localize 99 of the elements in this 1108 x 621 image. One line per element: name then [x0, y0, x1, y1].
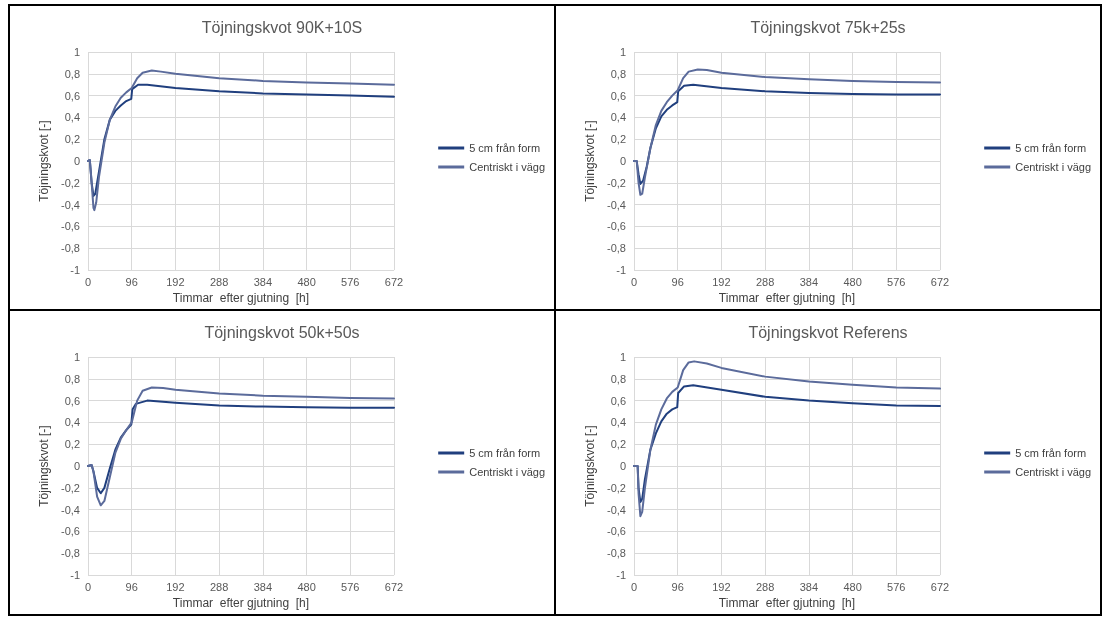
x-tick-label: 288 — [755, 580, 775, 593]
y-axis-title: Töjningskvot [-] — [37, 425, 52, 507]
y-tick-label: 0 — [619, 155, 626, 168]
y-tick-label: 0,6 — [610, 394, 626, 407]
y-axis-title: Töjningskvot [-] — [583, 425, 598, 507]
chart-title: Töjningskvot 90K+10S — [201, 18, 363, 36]
y-tick-label: 0,6 — [64, 394, 80, 407]
line-series — [87, 69, 395, 212]
y-tick-label: -0,2 — [61, 481, 80, 494]
x-axis-title: Timmar efter gjutning [h] — [172, 596, 310, 610]
y-tick-label: -0,8 — [61, 242, 80, 255]
y-tick-label: -0,6 — [61, 220, 80, 233]
x-tick-label: 672 — [384, 580, 404, 593]
y-tick-label: 0,4 — [64, 111, 80, 124]
y-tick-label: -0,4 — [607, 503, 626, 516]
x-tick-label: 384 — [253, 580, 273, 593]
y-tick-label: 0,4 — [64, 416, 80, 429]
y-tick-label: 0 — [73, 155, 80, 168]
chart-title: Töjningskvot 50k+50s — [204, 323, 360, 341]
legend-label: 5 cm från form — [469, 447, 541, 459]
y-tick-label: 0,6 — [64, 89, 80, 102]
y-tick-label: -0,4 — [607, 198, 626, 211]
y-tick-label: -0,6 — [607, 525, 626, 538]
y-tick-label: -0,4 — [61, 198, 80, 211]
x-tick-label: 480 — [297, 275, 316, 288]
x-tick-label: 96 — [125, 275, 138, 288]
x-tick-label: 96 — [671, 580, 684, 593]
y-tick-label: -0,6 — [607, 220, 626, 233]
chart-title: Töjningskvot 75k+25s — [750, 18, 906, 36]
legend-label: Centriskt i vägg — [1015, 161, 1091, 173]
line-series — [87, 386, 395, 507]
x-tick-label: 288 — [209, 275, 229, 288]
x-tick-label: 576 — [887, 580, 906, 593]
x-tick-label: 192 — [712, 275, 731, 288]
legend-label: Centriskt i vägg — [469, 466, 545, 478]
chart-title: Töjningskvot Referens — [748, 323, 908, 341]
x-tick-label: 384 — [799, 580, 819, 593]
y-tick-label: -0,4 — [61, 503, 80, 516]
x-tick-label: 96 — [671, 275, 684, 288]
x-tick-label: 672 — [930, 580, 950, 593]
y-tick-label: 0,6 — [610, 89, 626, 102]
x-tick-label: 0 — [84, 275, 92, 288]
x-tick-label: 672 — [930, 275, 950, 288]
y-tick-label: -0,8 — [61, 547, 80, 560]
legend-label: 5 cm från form — [1015, 447, 1087, 459]
x-tick-label: 192 — [166, 580, 185, 593]
y-tick-label: 0,8 — [64, 372, 80, 385]
x-tick-label: 672 — [384, 275, 404, 288]
x-axis-title: Timmar efter gjutning [h] — [718, 291, 856, 305]
y-tick-label: 1 — [619, 351, 626, 363]
x-tick-label: 384 — [799, 275, 819, 288]
y-tick-label: 0,2 — [610, 133, 626, 146]
y-tick-label: 0,8 — [610, 372, 626, 385]
y-tick-label: -0,2 — [607, 481, 626, 494]
y-tick-label: 0,8 — [610, 67, 626, 80]
x-tick-label: 0 — [630, 275, 638, 288]
y-tick-label: 0,2 — [64, 133, 80, 146]
y-tick-label: -1 — [70, 569, 80, 582]
y-tick-label: 1 — [619, 46, 626, 58]
y-axis-title: Töjningskvot [-] — [583, 120, 598, 202]
legend-label: Centriskt i vägg — [469, 161, 545, 173]
y-tick-label: -1 — [616, 264, 626, 277]
x-tick-label: 192 — [166, 275, 185, 288]
y-tick-label: -1 — [70, 264, 80, 277]
x-tick-label: 192 — [712, 580, 731, 593]
y-tick-label: -0,2 — [607, 176, 626, 189]
y-tick-label: -0,6 — [61, 525, 80, 538]
x-tick-label: 576 — [887, 275, 906, 288]
legend-label: 5 cm från form — [1015, 142, 1087, 154]
x-tick-label: 480 — [843, 580, 862, 593]
y-tick-label: 0,8 — [64, 67, 80, 80]
x-tick-label: 384 — [253, 275, 273, 288]
y-tick-label: -0,2 — [61, 176, 80, 189]
legend-label: 5 cm från form — [469, 142, 541, 154]
x-tick-label: 288 — [209, 580, 229, 593]
line-series — [633, 68, 941, 196]
y-tick-label: 0 — [73, 460, 80, 473]
x-axis-title: Timmar efter gjutning [h] — [718, 596, 856, 610]
y-tick-label: 1 — [73, 46, 80, 58]
y-tick-label: 0,4 — [610, 111, 626, 124]
x-tick-label: 480 — [297, 580, 316, 593]
y-tick-label: 0,2 — [610, 438, 626, 451]
x-tick-label: 0 — [630, 580, 638, 593]
x-tick-label: 96 — [125, 580, 138, 593]
y-tick-label: 0,4 — [610, 416, 626, 429]
x-axis-title: Timmar efter gjutning [h] — [172, 291, 310, 305]
y-tick-label: 0,2 — [64, 438, 80, 451]
x-tick-label: 576 — [341, 580, 360, 593]
x-tick-label: 480 — [843, 275, 862, 288]
x-tick-label: 288 — [755, 275, 775, 288]
y-tick-label: 0 — [619, 460, 626, 473]
legend-label: Centriskt i vägg — [1015, 466, 1091, 478]
y-tick-label: 1 — [73, 351, 80, 363]
y-tick-label: -0,8 — [607, 242, 626, 255]
x-tick-label: 0 — [84, 580, 92, 593]
y-tick-label: -0,8 — [607, 547, 626, 560]
y-tick-label: -1 — [616, 569, 626, 582]
y-axis-title: Töjningskvot [-] — [37, 120, 52, 202]
x-tick-label: 576 — [341, 275, 360, 288]
